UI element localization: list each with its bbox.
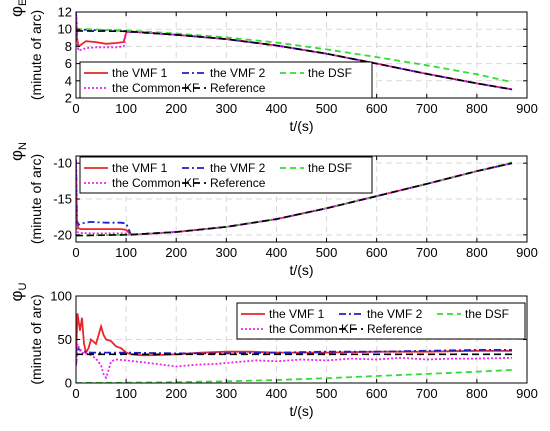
x-tick-label: 900 [516,245,538,260]
legend-label-vmf1: the VMF 1 [112,161,168,175]
y-tick-label: 100 [50,289,72,304]
y-tick-label: 8 [65,39,72,54]
legend-label-ref: Reference [210,176,266,190]
y-tick-label: -10 [53,156,72,171]
x-tick-label: 700 [416,101,438,116]
y-axis-label: (minute of arc) [28,294,44,384]
panel-3: 0 100 200 300 400 500 600 700 800 900 0 50 100 t/(s) φ… [7,282,538,419]
series-line-ckf [76,343,513,380]
x-tick-label: 600 [366,101,388,116]
legend-label-vmf2: the VMF 2 [210,161,266,175]
x-tick-label: 500 [316,386,338,401]
legend-label-vmf2: the VMF 2 [367,307,423,321]
legend-box [236,302,526,340]
x-tick-label: 600 [366,386,388,401]
y-tick-label: 50 [58,332,72,347]
x-tick-label: 300 [215,245,237,260]
legend-label-ref: Reference [367,322,423,336]
y-axis-label: (minute of arc) [28,10,44,100]
legend-label-vmf1: the VMF 1 [112,66,168,80]
legend-box [79,156,373,194]
y-tick-label: 12 [58,5,72,20]
y-tick-label: 4 [65,73,72,88]
x-tick-label: 700 [416,245,438,260]
x-tick-label: 100 [115,386,137,401]
legend-label-ref: Reference [210,81,266,95]
panel-1: 0 100 200 300 400 500 600 700 800 900 2 4 6 8 10 12 t/(s… [7,0,538,134]
legend-label-ckf: the Common KF [112,176,199,190]
x-tick-label: 300 [215,101,237,116]
panel-2: 0 100 200 300 400 500 600 700 800 900 -20 -15 -10 t/(… [7,142,538,278]
series-group [76,313,513,383]
x-tick-label: 200 [165,245,187,260]
y-axis-symbol: φN [7,142,29,161]
x-tick-label: 100 [115,245,137,260]
x-tick-label: 800 [466,386,488,401]
x-tick-label: 400 [266,245,288,260]
x-axis-label: t/(s) [289,262,313,278]
legend-label-dsf: the DSF [465,307,509,321]
x-tick-label: 0 [72,386,79,401]
x-tick-label: 400 [266,386,288,401]
x-tick-label: 800 [466,245,488,260]
x-tick-label: 200 [165,386,187,401]
series-line-dsf [76,369,513,383]
x-tick-label: 700 [416,386,438,401]
x-tick-label: 0 [72,101,79,116]
legend-label-vmf2: the VMF 2 [210,66,266,80]
x-tick-label: 0 [72,245,79,260]
legend: the VMF 1 the VMF 2 the DSF the Common KF Re… [236,302,526,340]
y-tick-label: 2 [65,91,72,106]
x-tick-label: 500 [316,245,338,260]
x-tick-label: 900 [516,101,538,116]
x-tick-label: 100 [115,101,137,116]
y-tick-label: 0 [65,376,72,391]
legend: the VMF 1 the VMF 2 the DSF the Common KF Re… [79,61,373,99]
x-tick-label: 800 [466,101,488,116]
y-axis-label: (minute of arc) [28,154,44,244]
x-axis-label: t/(s) [289,118,313,134]
series-line-dsf [76,28,513,83]
legend-box [79,61,373,99]
legend-label-dsf: the DSF [308,66,352,80]
legend-label-vmf1: the VMF 1 [269,307,325,321]
legend: the VMF 1 the VMF 2 the DSF the Common KF Re… [79,156,373,194]
series-line-ref [76,30,513,91]
x-tick-label: 200 [165,101,187,116]
x-axis-label: t/(s) [289,403,313,419]
x-tick-label: 900 [516,386,538,401]
x-tick-label: 500 [316,101,338,116]
x-tick-label: 300 [215,386,237,401]
y-axis-symbol: φE [7,0,29,17]
series-line-vmf1 [76,313,512,357]
y-tick-label: 6 [65,56,72,71]
y-axis-symbol: φU [7,282,29,301]
legend-label-ckf: the Common KF [112,81,199,95]
x-tick-label: 600 [366,245,388,260]
series-group [76,159,513,237]
legend-label-dsf: the DSF [308,161,352,175]
y-tick-label: -15 [53,192,72,207]
y-tick-label: -20 [53,227,72,242]
series-line-vmf2 [76,346,512,366]
x-tick-label: 400 [266,101,288,116]
legend-label-ckf: the Common KF [269,322,356,336]
y-tick-label: 10 [58,22,72,37]
